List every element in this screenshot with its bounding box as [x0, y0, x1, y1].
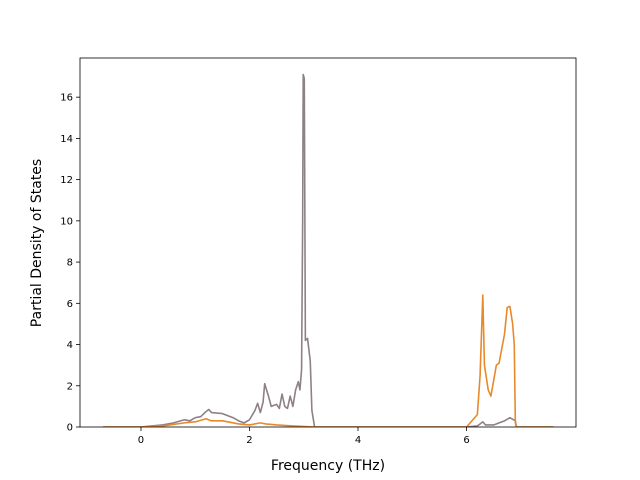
y-tick-label: 4: [67, 340, 73, 351]
y-tick-label: 0: [67, 423, 73, 434]
y-tick-label: 14: [60, 134, 73, 145]
y-tick-label: 10: [60, 216, 73, 227]
y-axis-label: Partial Density of States: [29, 159, 45, 327]
y-tick-label: 8: [67, 258, 73, 269]
x-axis-label: Frequency (THz): [271, 458, 385, 474]
y-tick-label: 2: [67, 381, 73, 392]
y-tick-label: 12: [60, 175, 73, 186]
series-line: [103, 73, 554, 427]
x-tick-label: 6: [463, 435, 469, 446]
plot-frame: [79, 57, 577, 428]
x-tick-label: 2: [246, 435, 252, 446]
y-tick-label: 6: [67, 299, 73, 310]
x-tick-label: 4: [355, 435, 361, 446]
x-tick-label: 0: [138, 435, 144, 446]
series-line: [103, 294, 554, 427]
y-tick-label: 16: [60, 93, 73, 104]
